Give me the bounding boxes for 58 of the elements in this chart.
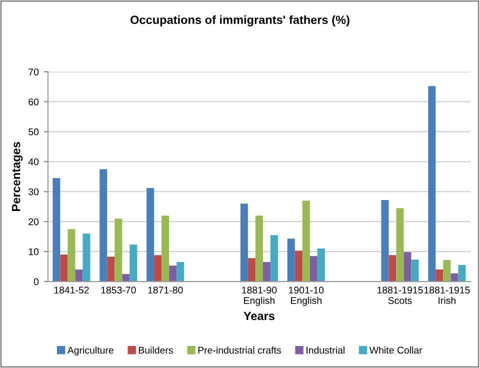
chart-title: Occupations of immigrants' fathers (%) (130, 15, 350, 26)
legend-label: White Collar (369, 346, 422, 354)
bar (114, 218, 122, 282)
bar (287, 238, 295, 282)
bar (146, 188, 154, 282)
x-tick-label: 1871-80 (148, 286, 183, 294)
bar (317, 248, 325, 282)
bar (436, 270, 444, 282)
bar (458, 265, 466, 282)
legend-label: Builders (138, 346, 173, 354)
bar (75, 270, 83, 282)
y-axis-title: Percentages (12, 142, 23, 211)
bar (60, 254, 68, 282)
x-tick-label: 1901-10 English (289, 286, 324, 306)
x-tick-label: 1881-1915 Scots (377, 286, 423, 304)
bar (176, 262, 184, 282)
bar (396, 208, 404, 282)
bar (255, 216, 263, 282)
bar (68, 229, 76, 282)
bar (310, 256, 318, 282)
y-tick-label: 0 (34, 278, 39, 286)
bar (262, 262, 270, 282)
y-tick-label: 20 (28, 218, 39, 226)
y-tick-label: 40 (28, 158, 39, 166)
y-tick-label: 60 (28, 98, 39, 106)
bar (122, 274, 130, 282)
bar (82, 234, 90, 282)
bar (240, 204, 248, 282)
x-axis-title: Years (244, 312, 274, 320)
x-tick-label: 1881-1915 Irish (424, 286, 470, 304)
y-tick-label: 50 (28, 128, 39, 136)
bar (52, 178, 60, 282)
legend-label: Industrial (306, 346, 344, 354)
bar (381, 200, 389, 282)
bar (100, 169, 108, 282)
bar (270, 235, 278, 282)
legend-label: Agriculture (67, 346, 114, 356)
bar (450, 273, 458, 282)
bar (107, 256, 115, 282)
y-tick-label: 30 (28, 188, 39, 196)
bar (404, 252, 412, 282)
bar (302, 200, 310, 282)
legend-label: Pre-industrial crafts (198, 346, 281, 354)
bar (154, 255, 162, 282)
bar (443, 260, 451, 282)
y-tick-label: 70 (28, 68, 39, 76)
bar (169, 266, 177, 282)
bar (411, 260, 419, 282)
bar (388, 255, 396, 282)
bar (294, 250, 302, 282)
bar (162, 216, 170, 282)
bar (130, 244, 138, 282)
y-tick-label: 10 (28, 248, 39, 256)
bar (428, 86, 436, 282)
bar (248, 258, 256, 282)
x-tick-label: 1841-52 (54, 286, 89, 294)
x-tick-label: 1853-70 (101, 286, 136, 294)
x-tick-label: 1881-90 English (242, 286, 277, 306)
